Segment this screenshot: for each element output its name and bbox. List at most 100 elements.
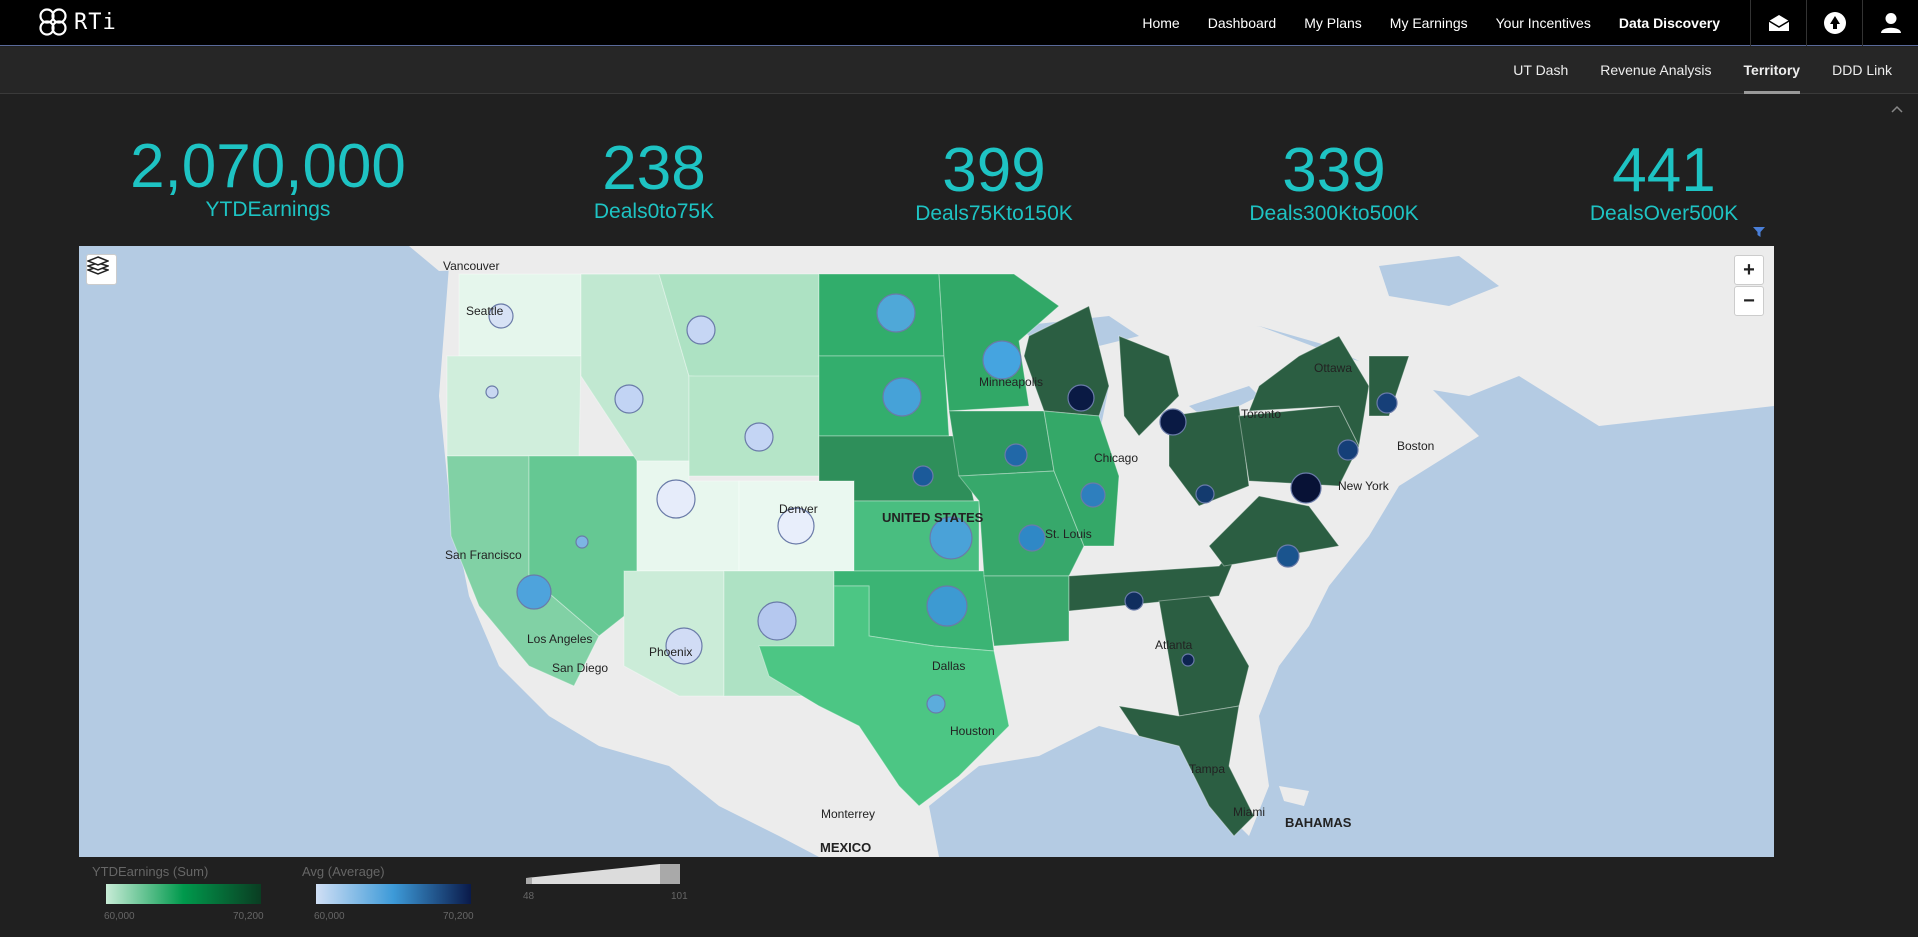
country-label-mexico: MEXICO bbox=[820, 840, 871, 855]
city-label-miami: Miami bbox=[1233, 805, 1265, 819]
bubble-kansas bbox=[929, 516, 973, 560]
city-label-minneapolis: Minneapolis bbox=[979, 375, 1043, 389]
zoom-out-button[interactable]: − bbox=[1734, 286, 1764, 316]
legend-bubble-size-wedge bbox=[526, 864, 680, 884]
city-label-denver: Denver bbox=[779, 502, 818, 516]
knot-logo-icon bbox=[39, 8, 67, 36]
notification-button[interactable] bbox=[1806, 0, 1862, 46]
kpi-value: 399 bbox=[942, 136, 1046, 205]
city-label-new-york: New York bbox=[1338, 479, 1390, 493]
legend-bubble-size-min: 48 bbox=[523, 891, 535, 902]
bubble-north-dakota bbox=[876, 293, 916, 333]
legend-fill-min: 60,000 bbox=[104, 911, 135, 922]
kpi-label: YTDEarnings bbox=[205, 198, 331, 221]
city-label-ottawa: Ottawa bbox=[1314, 361, 1352, 375]
legend-fill-title: YTDEarnings (Sum) bbox=[92, 864, 209, 879]
state-va bbox=[1208, 495, 1340, 567]
state-tx bbox=[758, 585, 1010, 807]
state-ar bbox=[983, 575, 1070, 647]
tab-territory[interactable]: Territory bbox=[1743, 47, 1800, 94]
kpi-deals-over-500k: 441 DealsOver500K bbox=[1564, 140, 1764, 226]
bubble-minnesota bbox=[982, 340, 1022, 380]
bubble-arizona bbox=[665, 627, 703, 665]
bubble-oklahoma bbox=[926, 585, 968, 627]
mail-icon bbox=[1768, 15, 1789, 31]
zoom-in-button[interactable]: + bbox=[1734, 255, 1764, 285]
bubble-utah bbox=[656, 479, 696, 519]
filter-icon[interactable] bbox=[1752, 226, 1766, 238]
state-oh bbox=[1168, 405, 1250, 507]
bubble-virginia bbox=[1276, 544, 1300, 568]
country-label-us: UNITED STATES bbox=[882, 510, 984, 525]
state-fl bbox=[1117, 705, 1255, 837]
bubble-montana bbox=[686, 315, 716, 345]
kpi-label: Deals0to75K bbox=[593, 200, 715, 223]
bahamas-land bbox=[1279, 786, 1309, 806]
bubble-wisconsin bbox=[1067, 384, 1095, 412]
city-label-vancouver: Vancouver bbox=[443, 259, 499, 273]
bubble-texas bbox=[926, 694, 946, 714]
legend-fill-gradient bbox=[106, 884, 261, 904]
tab-revenue-analysis[interactable]: Revenue Analysis bbox=[1600, 62, 1712, 78]
bubble-ohio bbox=[1195, 484, 1215, 504]
tab-ut-dash[interactable]: UT Dash bbox=[1513, 62, 1569, 78]
city-label-seattle: Seattle bbox=[466, 304, 504, 318]
nav-home[interactable]: Home bbox=[1142, 15, 1180, 31]
city-label-tampa: Tampa bbox=[1189, 762, 1225, 776]
city-label-los-angeles: Los Angeles bbox=[527, 632, 592, 646]
bubble-new-york bbox=[1337, 439, 1359, 461]
state-pa bbox=[1238, 405, 1360, 487]
country-label-bahamas: BAHAMAS bbox=[1285, 815, 1352, 830]
kpi-deals-0-to-75k: 238 Deals0to75K bbox=[554, 138, 754, 224]
layers-icon bbox=[87, 256, 109, 275]
layers-button[interactable] bbox=[86, 254, 117, 285]
nav-data-discovery[interactable]: Data Discovery bbox=[1618, 15, 1720, 31]
kpi-ytd-earnings: 2,070,000 YTDEarnings bbox=[118, 136, 418, 222]
user-icon bbox=[1880, 13, 1901, 33]
bubble-markers[interactable] bbox=[485, 293, 1398, 714]
legend-bubble-color-gradient bbox=[316, 884, 471, 904]
nav-my-plans[interactable]: My Plans bbox=[1304, 15, 1362, 31]
legend-bubble-color-max: 70,200 bbox=[443, 911, 474, 922]
bubble-tennessee bbox=[1124, 591, 1144, 611]
bubble-michigan bbox=[1159, 408, 1187, 436]
city-label-monterrey: Monterrey bbox=[821, 807, 875, 821]
city-label-houston: Houston bbox=[950, 724, 995, 738]
city-label-san-francisco: San Francisco bbox=[445, 548, 522, 562]
nav-dashboard[interactable]: Dashboard bbox=[1207, 15, 1277, 31]
bubble-colorado bbox=[777, 507, 815, 545]
notification-icon bbox=[1823, 12, 1846, 34]
state-ga bbox=[1158, 595, 1250, 717]
legend-bubble-color-min: 60,000 bbox=[314, 911, 345, 922]
territory-map[interactable]: Vancouver Seattle Minneapolis Ottawa Tor… bbox=[79, 246, 1774, 857]
city-label-st-louis: St. Louis bbox=[1045, 527, 1092, 541]
state-ny bbox=[1248, 335, 1370, 448]
state-or bbox=[446, 355, 582, 457]
city-label-boston: Boston bbox=[1397, 439, 1434, 453]
main-nav-links: Home Dashboard My Plans My Earnings Your… bbox=[1114, 0, 1720, 46]
brand-logo[interactable]: RTi bbox=[38, 7, 117, 37]
top-nav: RTi Home Dashboard My Plans My Earnings … bbox=[0, 0, 1918, 46]
state-ia bbox=[948, 410, 1055, 477]
bubble-vermont bbox=[1376, 392, 1398, 414]
bubble-california bbox=[516, 574, 552, 610]
bubble-nebraska bbox=[912, 465, 934, 487]
bubble-south-dakota bbox=[882, 377, 922, 417]
sub-nav: UT Dash Revenue Analysis Territory DDD L… bbox=[0, 47, 1918, 94]
city-label-atlanta: Atlanta bbox=[1155, 638, 1193, 652]
collapse-chevron-icon[interactable] bbox=[1890, 104, 1904, 114]
city-label-san-diego: San Diego bbox=[552, 661, 608, 675]
bubble-nevada bbox=[575, 535, 589, 549]
nav-your-incentives[interactable]: Your Incentives bbox=[1495, 15, 1591, 31]
city-label-dallas: Dallas bbox=[932, 659, 965, 673]
brand-name: RTi bbox=[74, 9, 117, 35]
bubble-portland bbox=[485, 385, 499, 399]
nav-my-earnings[interactable]: My Earnings bbox=[1389, 15, 1468, 31]
kpi-deals-300k-to-500k: 339 Deals300Kto500K bbox=[1234, 140, 1434, 226]
mail-button[interactable] bbox=[1750, 0, 1806, 46]
user-button[interactable] bbox=[1862, 0, 1918, 46]
bubble-missouri bbox=[1018, 524, 1046, 552]
sub-nav-links: UT Dash Revenue Analysis Territory DDD L… bbox=[1481, 47, 1892, 94]
tab-ddd-link[interactable]: DDD Link bbox=[1832, 62, 1892, 78]
kpi-value: 339 bbox=[1282, 136, 1386, 205]
